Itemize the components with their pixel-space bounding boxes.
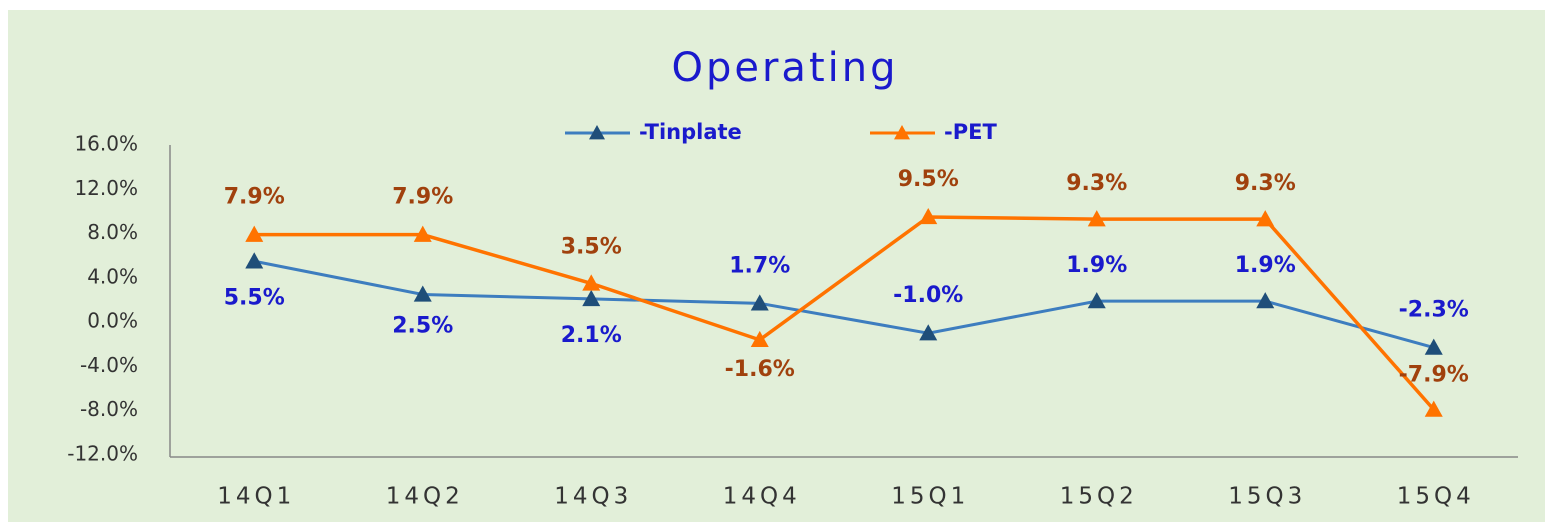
y-tick-label: 16.0%: [74, 132, 138, 156]
y-tick-label: 12.0%: [74, 176, 138, 200]
data-label: 1.7%: [729, 253, 790, 278]
data-marker: [1087, 292, 1106, 309]
data-label: -1.6%: [725, 357, 795, 382]
data-label: -2.3%: [1399, 298, 1469, 323]
y-tick-label: -12.0%: [67, 442, 138, 466]
legend-label: -Tinplate: [639, 120, 742, 144]
data-label: 9.3%: [1066, 171, 1127, 196]
y-tick-label: 0.0%: [87, 309, 138, 333]
data-marker: [245, 252, 264, 269]
data-marker: [582, 274, 601, 291]
data-marker: [1256, 292, 1275, 309]
y-tick-label: -8.0%: [80, 397, 138, 421]
data-label: 3.5%: [561, 234, 622, 259]
chart-area: [8, 10, 1545, 522]
data-marker: [919, 324, 938, 341]
series-line: [253, 259, 1435, 350]
data-label: -1.0%: [893, 283, 963, 308]
data-marker: [750, 294, 769, 311]
data-label: 7.9%: [224, 185, 285, 210]
x-tick-label: 14Q2: [386, 484, 464, 510]
data-label: 1.9%: [1066, 253, 1127, 278]
data-label: 1.9%: [1235, 253, 1296, 278]
x-tick-label: 15Q4: [1397, 484, 1475, 510]
chart-title: Operating: [672, 45, 899, 91]
data-marker: [245, 225, 264, 242]
data-label: 9.3%: [1235, 171, 1296, 196]
data-label: 9.5%: [898, 167, 959, 192]
data-marker: [919, 207, 938, 225]
legend-marker: [589, 125, 605, 140]
x-tick-label: 15Q3: [1228, 484, 1306, 510]
data-marker: [1424, 400, 1443, 417]
data-label: 7.9%: [392, 185, 453, 210]
data-label: 5.5%: [224, 285, 285, 310]
data-marker: [1424, 338, 1443, 355]
x-tick-label: 14Q1: [217, 484, 295, 510]
data-label: -7.9%: [1399, 363, 1469, 388]
x-tick-label: 14Q4: [723, 484, 801, 510]
data-label: 2.1%: [561, 323, 622, 348]
data-marker: [413, 225, 432, 242]
y-tick-label: 8.0%: [87, 220, 138, 244]
data-marker: [1087, 210, 1106, 227]
legend-marker: [894, 125, 910, 140]
data-marker: [750, 330, 769, 348]
x-tick-label: 15Q2: [1060, 484, 1138, 510]
data-marker: [413, 285, 432, 302]
y-tick-label: 4.0%: [87, 264, 138, 288]
y-tick-label: -4.0%: [80, 353, 138, 377]
legend-label: -PET: [944, 120, 997, 144]
series-line: [254, 215, 1436, 411]
data-marker: [582, 289, 601, 307]
x-tick-label: 14Q3: [554, 484, 632, 510]
x-tick-label: 15Q1: [891, 484, 969, 510]
data-label: 2.5%: [392, 313, 453, 338]
data-marker: [1256, 210, 1275, 227]
